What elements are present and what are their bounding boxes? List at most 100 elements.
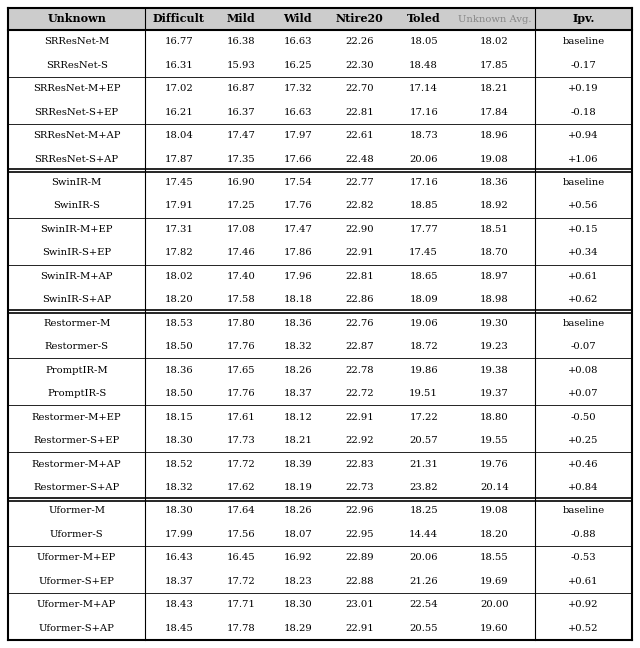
Text: 17.76: 17.76 [227,389,255,398]
Text: +1.06: +1.06 [568,154,598,163]
Text: 22.73: 22.73 [346,483,374,492]
Text: 17.58: 17.58 [227,295,255,305]
Text: Uformer-M+AP: Uformer-M+AP [37,600,116,609]
Text: +0.15: +0.15 [568,225,599,234]
Text: 18.37: 18.37 [164,577,193,586]
Text: 22.91: 22.91 [346,248,374,257]
Text: 17.66: 17.66 [284,154,312,163]
Text: 19.06: 19.06 [410,319,438,328]
Text: 19.23: 19.23 [480,342,509,351]
Text: 17.96: 17.96 [284,272,312,281]
Text: 18.48: 18.48 [409,61,438,70]
Text: 21.26: 21.26 [410,577,438,586]
Text: 18.36: 18.36 [480,178,509,187]
Text: 18.96: 18.96 [480,131,509,140]
Text: 17.76: 17.76 [284,202,312,211]
Text: +0.52: +0.52 [568,624,598,632]
Text: 18.30: 18.30 [164,436,193,445]
Text: 16.63: 16.63 [284,37,312,46]
Text: SwinIR-M: SwinIR-M [51,178,102,187]
Text: 22.81: 22.81 [346,272,374,281]
Text: -0.53: -0.53 [571,553,596,562]
Text: Difficult: Difficult [153,14,205,25]
Text: SRResNet-S: SRResNet-S [45,61,108,70]
Text: 17.91: 17.91 [164,202,193,211]
Text: Wild: Wild [284,14,312,25]
Text: 18.43: 18.43 [164,600,193,609]
Text: 16.37: 16.37 [227,108,255,117]
Text: -0.50: -0.50 [571,413,596,422]
Text: 19.60: 19.60 [480,624,509,632]
Text: 16.92: 16.92 [284,553,312,562]
Text: 20.14: 20.14 [480,483,509,492]
Text: SwinIR-S+AP: SwinIR-S+AP [42,295,111,305]
Text: 17.77: 17.77 [409,225,438,234]
Text: 22.72: 22.72 [346,389,374,398]
Text: 22.91: 22.91 [346,413,374,422]
Text: +0.07: +0.07 [568,389,598,398]
Text: SwinIR-M+AP: SwinIR-M+AP [40,272,113,281]
Text: 17.72: 17.72 [227,577,255,586]
Text: 17.02: 17.02 [164,84,193,93]
Text: 23.82: 23.82 [410,483,438,492]
Text: 18.65: 18.65 [410,272,438,281]
Text: 17.46: 17.46 [227,248,255,257]
Text: 18.20: 18.20 [480,530,509,539]
Text: +0.61: +0.61 [568,272,598,281]
Text: Uformer-S+EP: Uformer-S+EP [38,577,115,586]
Text: 17.61: 17.61 [227,413,255,422]
Text: 18.37: 18.37 [284,389,312,398]
Text: 17.14: 17.14 [409,84,438,93]
Text: 18.98: 18.98 [480,295,509,305]
Text: 14.44: 14.44 [409,530,438,539]
Text: 18.85: 18.85 [409,202,438,211]
Text: 17.65: 17.65 [227,365,255,375]
Text: -0.18: -0.18 [571,108,596,117]
Text: 18.18: 18.18 [284,295,312,305]
Text: 18.02: 18.02 [480,37,509,46]
Text: 22.26: 22.26 [346,37,374,46]
Text: 16.77: 16.77 [164,37,193,46]
Text: 18.15: 18.15 [164,413,193,422]
Text: 17.56: 17.56 [227,530,255,539]
Text: -0.88: -0.88 [571,530,596,539]
Text: 17.45: 17.45 [164,178,193,187]
Text: 16.90: 16.90 [227,178,255,187]
Text: Uformer-M: Uformer-M [48,507,105,515]
Text: 22.82: 22.82 [346,202,374,211]
Text: 17.16: 17.16 [409,178,438,187]
Text: 22.61: 22.61 [346,131,374,140]
Text: +0.46: +0.46 [568,459,598,469]
Text: 17.64: 17.64 [227,507,255,515]
Text: +0.19: +0.19 [568,84,599,93]
Text: 17.78: 17.78 [227,624,255,632]
Text: 17.32: 17.32 [284,84,312,93]
Text: SwinIR-S+EP: SwinIR-S+EP [42,248,111,257]
Text: 18.09: 18.09 [409,295,438,305]
Text: 16.45: 16.45 [227,553,255,562]
Text: +0.84: +0.84 [568,483,599,492]
Text: +0.56: +0.56 [568,202,598,211]
Text: Unknown: Unknown [47,14,106,25]
Text: 17.86: 17.86 [284,248,312,257]
Text: baseline: baseline [563,37,605,46]
Text: 22.48: 22.48 [346,154,374,163]
Text: 18.05: 18.05 [409,37,438,46]
Text: 19.08: 19.08 [480,507,509,515]
Text: 22.83: 22.83 [346,459,374,469]
Text: 17.54: 17.54 [284,178,312,187]
Text: SRResNet-S+AP: SRResNet-S+AP [35,154,118,163]
Text: 18.50: 18.50 [164,389,193,398]
Text: SRResNet-M+EP: SRResNet-M+EP [33,84,120,93]
Text: 18.21: 18.21 [480,84,509,93]
Text: 22.78: 22.78 [346,365,374,375]
Text: 17.22: 17.22 [409,413,438,422]
Text: 20.55: 20.55 [410,624,438,632]
Text: 17.97: 17.97 [284,131,312,140]
Text: Toled: Toled [407,14,440,25]
Text: 22.77: 22.77 [346,178,374,187]
Text: 18.36: 18.36 [164,365,193,375]
Text: 19.08: 19.08 [480,154,509,163]
Text: 16.21: 16.21 [164,108,193,117]
Text: 17.84: 17.84 [480,108,509,117]
